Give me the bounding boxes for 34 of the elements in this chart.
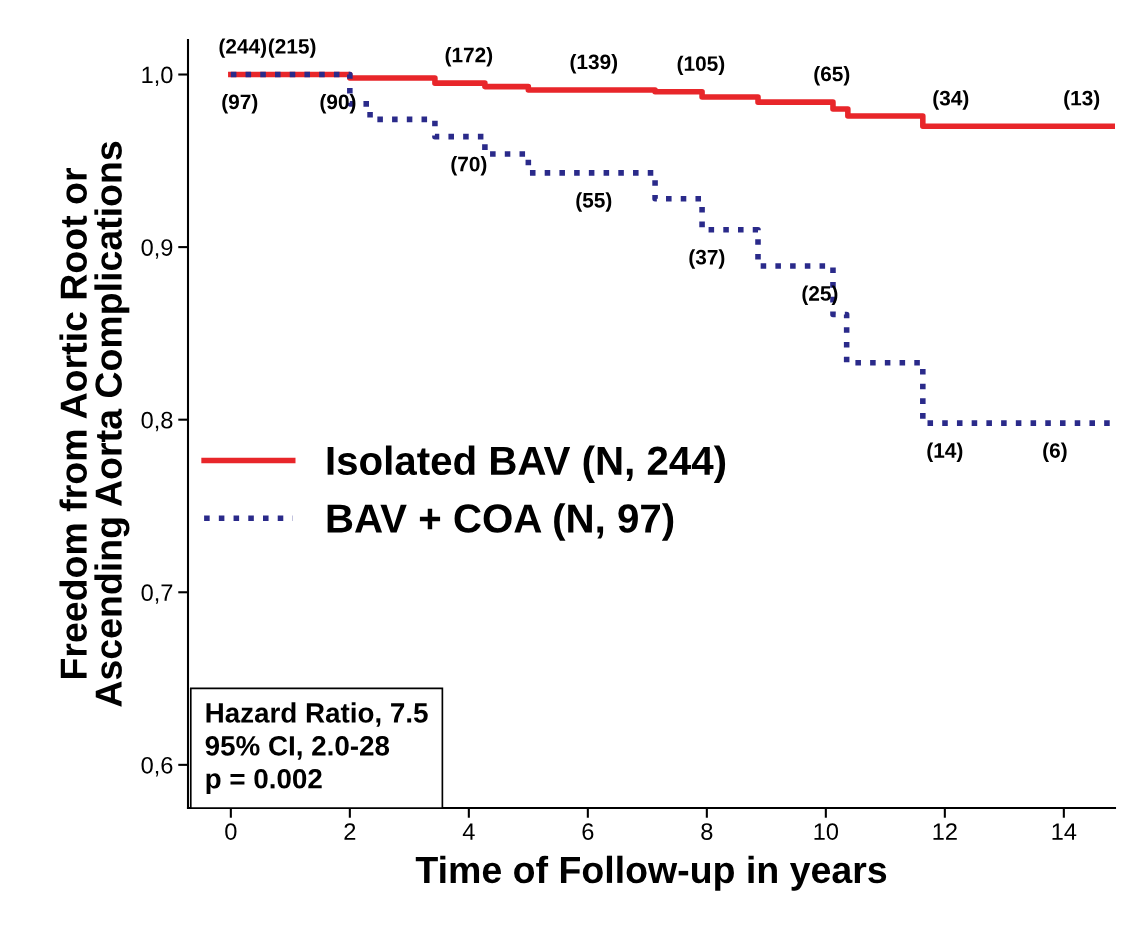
x-tick-label: 4 (462, 823, 475, 840)
x-tick-label: 0 (225, 823, 237, 840)
annotation: (14) (927, 442, 963, 462)
y-tick-label: 0,7 (141, 584, 173, 604)
annotation: (90) (320, 93, 356, 114)
annotation: (139) (570, 53, 618, 74)
y-tick-label: 0,9 (141, 239, 173, 259)
annotation: (55) (576, 192, 612, 212)
y-axis-title: Freedom from Aortic Root or Ascending Aorta Complications (59, 141, 130, 707)
annotation: (70) (451, 156, 487, 176)
x-tick-label: 12 (933, 823, 957, 840)
annotation: (244) (219, 38, 267, 58)
x-tick-label: 2 (344, 823, 356, 840)
y-tick-label: 1,0 (142, 66, 173, 87)
annotation: (215) (268, 38, 316, 58)
x-axis-title: Time of Follow-up in years (415, 855, 887, 891)
annotation: Hazard Ratio, 7.5 95% CI, 2.0-28 p = 0.002 (205, 702, 428, 795)
annotation: (6) (1043, 442, 1067, 462)
x-tick-label: 8 (701, 823, 713, 840)
annotation: (34) (933, 90, 969, 110)
y-tick-label: 0,8 (141, 411, 173, 432)
annotation: (105) (677, 55, 725, 76)
annotation: (172) (445, 47, 493, 67)
annotation: (37) (689, 249, 725, 269)
annotation: (13) (1064, 90, 1100, 110)
legend-label: BAV + COA (N, 97) (327, 503, 674, 541)
legend-label: Isolated BAV (N, 244) (327, 445, 726, 484)
y-tick-label: 0,6 (141, 756, 173, 777)
x-tick-label: 10 (814, 823, 839, 840)
annotation: (65) (814, 66, 850, 86)
x-tick-label: 14 (1052, 823, 1077, 840)
annotation: (25) (802, 285, 838, 305)
x-tick-label: 6 (582, 823, 594, 840)
annotation: (97) (222, 93, 258, 114)
